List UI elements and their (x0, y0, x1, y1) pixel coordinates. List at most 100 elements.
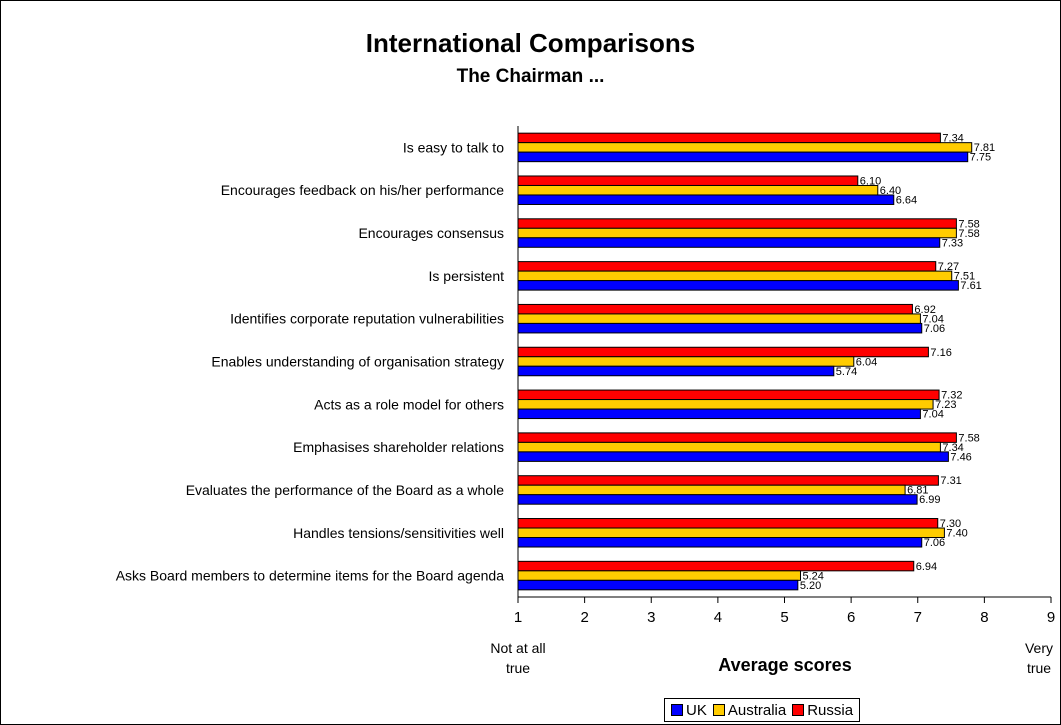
bar-russia (517, 261, 937, 272)
bar-uk (517, 151, 969, 163)
bar-australia (517, 570, 801, 581)
data-label: 7.46 (950, 451, 971, 463)
legend-label: Russia (807, 701, 854, 719)
category-label: Handles tensions/sensitivities well (293, 525, 504, 541)
data-label: 7.51 (954, 271, 975, 283)
category-label: Is easy to talk to (403, 139, 504, 155)
bar-uk (517, 579, 799, 591)
bar-russia (517, 218, 957, 229)
data-label: 7.58 (958, 228, 979, 240)
data-label: 7.58 (958, 432, 979, 444)
bar-russia (517, 432, 957, 443)
category-label: Emphasises shareholder relations (293, 439, 504, 455)
data-label: 5.74 (836, 366, 857, 378)
category-label: Encourages feedback on his/her performan… (221, 182, 504, 198)
legend-label: UK (686, 701, 707, 719)
data-label: 7.40 (946, 528, 967, 540)
bar-uk (517, 365, 835, 377)
data-label: 6.40 (880, 185, 901, 197)
low-end-label: Not at all (490, 640, 545, 656)
data-label: 6.04 (856, 356, 877, 368)
data-label: 7.27 (938, 261, 959, 273)
data-label: 5.24 (802, 570, 823, 582)
bar-australia (517, 313, 921, 324)
data-label: 7.81 (974, 142, 995, 154)
chart-title: International Comparisons (365, 28, 696, 58)
bar-russia (517, 518, 939, 529)
data-label: 7.33 (942, 237, 963, 249)
data-label: 7.31 (940, 475, 961, 487)
data-label: 6.81 (907, 485, 928, 497)
bar-uk (517, 194, 895, 205)
bar-australia (517, 527, 945, 539)
data-label: 7.34 (942, 133, 963, 145)
legend-swatch (712, 704, 725, 716)
category-label: Encourages consensus (358, 225, 504, 241)
bar-australia (517, 441, 941, 453)
bar-uk (517, 280, 959, 291)
data-label: 7.04 (922, 313, 943, 325)
data-label: 7.04 (922, 409, 943, 421)
legend: UK Australia Russia (664, 698, 861, 722)
x-tick-label: 2 (580, 609, 588, 626)
data-label: 6.10 (860, 175, 881, 187)
x-tick-label: 1 (514, 609, 522, 626)
data-label: 6.64 (896, 194, 917, 206)
data-label: 7.32 (941, 390, 962, 402)
data-label: 7.58 (958, 218, 979, 230)
bar-uk (517, 237, 941, 248)
bar-australia (517, 227, 957, 239)
data-label: 7.16 (930, 347, 951, 359)
data-label: 6.94 (916, 561, 937, 573)
legend-item-uk: UK (671, 702, 707, 719)
high-end-label: true (1027, 660, 1051, 676)
bar-australia (517, 399, 934, 410)
bar-uk (517, 408, 921, 420)
data-label: 5.20 (800, 580, 821, 592)
x-tick-label: 7 (914, 609, 922, 626)
x-tick-label: 8 (980, 609, 988, 626)
legend-item-russia: Russia (792, 702, 853, 719)
bar-australia (517, 484, 906, 496)
data-label: 6.92 (914, 304, 935, 316)
data-label: 7.06 (924, 323, 945, 335)
bar-russia (517, 560, 915, 572)
data-label: 7.34 (942, 442, 963, 454)
x-tick-label: 5 (780, 609, 788, 626)
data-label: 7.30 (940, 518, 961, 530)
bar-uk (517, 322, 923, 334)
legend-swatch (792, 704, 805, 716)
data-label: 7.75 (970, 152, 991, 164)
legend-label: Australia (727, 701, 787, 719)
category-label: Evaluates the performance of the Board a… (186, 482, 505, 498)
legend-swatch (671, 704, 683, 716)
data-label: 6.99 (919, 494, 940, 506)
bar-uk (517, 494, 918, 505)
low-end-label: true (506, 660, 530, 676)
data-label: 7.23 (935, 399, 956, 411)
chart-subtitle: The Chairman ... (456, 66, 605, 87)
x-tick-label: 9 (1047, 609, 1055, 626)
category-label: Asks Board members to determine items fo… (116, 568, 505, 584)
high-end-label: Very (1025, 640, 1053, 656)
x-tick-label: 6 (847, 609, 855, 626)
category-label: Is persistent (429, 268, 505, 284)
bar-russia (517, 303, 913, 315)
legend-item-australia: Australia (712, 701, 787, 719)
x-tick-label: 3 (647, 609, 655, 626)
bar-russia (517, 389, 940, 401)
bar-uk (517, 451, 949, 462)
bar-australia (517, 356, 855, 367)
bar-uk (517, 537, 923, 548)
bar-australia (517, 184, 879, 196)
x-axis-title: Average scores (718, 655, 851, 675)
data-label: 7.06 (924, 537, 945, 549)
bar-australia (517, 270, 953, 282)
x-tick-label: 4 (714, 609, 722, 626)
category-label: Enables understanding of organisation st… (211, 354, 504, 370)
category-label: Acts as a role model for others (314, 396, 504, 412)
data-label: 7.61 (960, 280, 981, 292)
bar-russia (517, 132, 941, 144)
category-label: Identifies corporate reputation vulnerab… (230, 311, 504, 327)
